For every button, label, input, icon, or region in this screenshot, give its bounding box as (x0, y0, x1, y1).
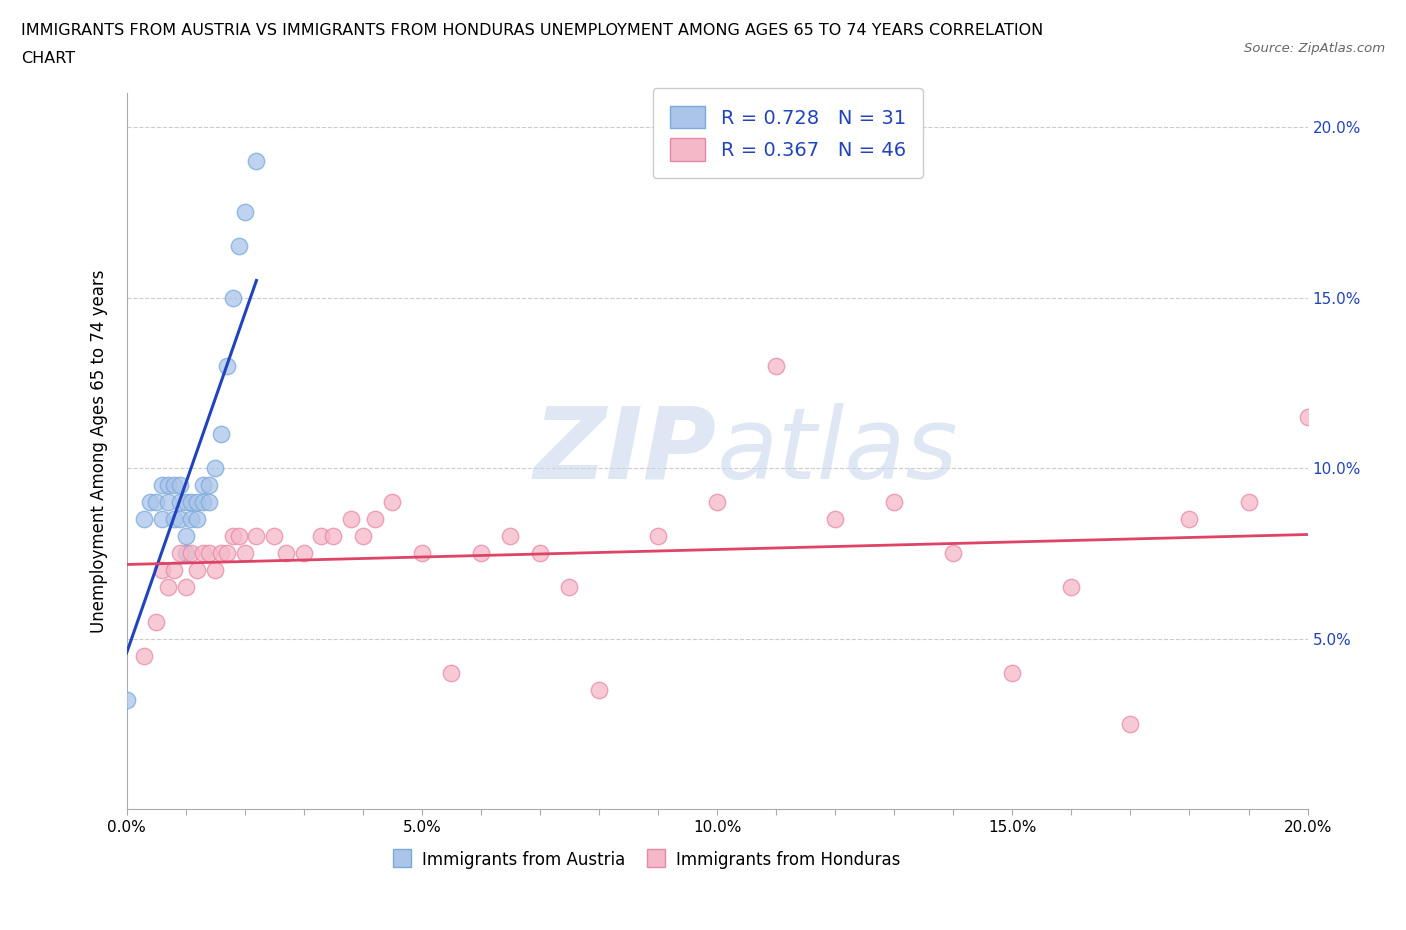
Point (169, 495, 191, 510)
Point (706, 495, 728, 510)
Point (215, 546, 238, 561)
Point (169, 478, 191, 493)
Point (134, 648, 156, 663)
Point (263, 529, 285, 544)
Point (180, 546, 202, 561)
Point (1001, 665, 1024, 680)
Point (198, 478, 221, 493)
Text: CHART: CHART (21, 51, 75, 66)
Point (292, 546, 315, 561)
Point (1237, 495, 1260, 510)
Point (215, 358, 238, 373)
Text: atlas: atlas (717, 403, 959, 499)
Point (150, 512, 173, 526)
Point (765, 358, 787, 373)
Text: IMMIGRANTS FROM AUSTRIA VS IMMIGRANTS FROM HONDURAS UNEMPLOYMENT AMONG AGES 65 T: IMMIGRANTS FROM AUSTRIA VS IMMIGRANTS FR… (21, 23, 1043, 38)
Point (193, 495, 215, 510)
Point (381, 495, 404, 510)
Text: ZIP: ZIP (534, 403, 717, 499)
Point (169, 546, 191, 561)
Point (193, 546, 215, 561)
Point (233, 546, 256, 561)
Point (245, 153, 267, 168)
Point (198, 546, 221, 561)
Point (883, 495, 905, 510)
Point (558, 580, 581, 595)
Point (198, 495, 221, 510)
Point (440, 665, 463, 680)
Point (942, 546, 965, 561)
Point (1178, 512, 1201, 526)
Point (204, 563, 226, 578)
Point (499, 529, 522, 544)
Point (139, 495, 162, 510)
Point (150, 563, 173, 578)
Point (150, 478, 173, 493)
Point (233, 205, 256, 219)
Point (193, 478, 215, 493)
Point (274, 546, 297, 561)
Point (169, 512, 191, 526)
Point (174, 495, 197, 510)
Point (163, 478, 186, 493)
Point (222, 290, 245, 305)
Point (156, 495, 179, 510)
Point (228, 239, 250, 254)
Point (411, 546, 433, 561)
Point (222, 529, 245, 544)
Point (163, 512, 186, 526)
Point (180, 495, 202, 510)
Point (145, 614, 167, 629)
Point (824, 512, 846, 526)
Point (311, 529, 333, 544)
Point (352, 529, 374, 544)
Point (163, 563, 186, 578)
Point (322, 529, 344, 544)
Point (363, 512, 385, 526)
Point (529, 546, 551, 561)
Point (470, 546, 492, 561)
Point (204, 460, 226, 475)
Point (340, 512, 363, 526)
Legend: Immigrants from Austria, Immigrants from Honduras: Immigrants from Austria, Immigrants from… (385, 844, 907, 876)
Point (174, 546, 197, 561)
Point (145, 495, 167, 510)
Point (186, 495, 208, 510)
Point (588, 683, 610, 698)
Text: Source: ZipAtlas.com: Source: ZipAtlas.com (1244, 42, 1385, 55)
Point (245, 529, 267, 544)
Point (174, 529, 197, 544)
Point (156, 580, 179, 595)
Point (209, 546, 232, 561)
Point (1060, 580, 1083, 595)
Point (134, 512, 156, 526)
Point (209, 427, 232, 442)
Point (228, 529, 250, 544)
Point (174, 580, 197, 595)
Point (1119, 716, 1142, 731)
Point (180, 512, 202, 526)
Point (647, 529, 669, 544)
Point (115, 693, 138, 708)
Point (1296, 409, 1319, 424)
Point (186, 563, 208, 578)
Point (156, 478, 179, 493)
Y-axis label: Unemployment Among Ages 65 to 74 years: Unemployment Among Ages 65 to 74 years (90, 270, 108, 632)
Point (186, 512, 208, 526)
